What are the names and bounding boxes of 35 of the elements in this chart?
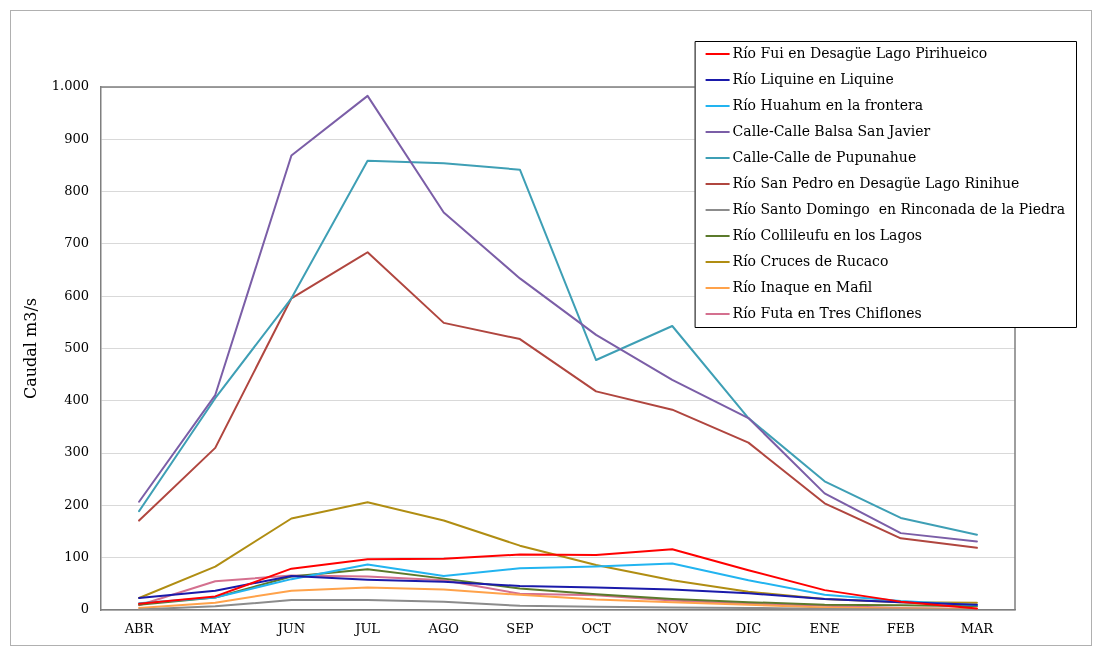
- y-tick-label: 1.000: [51, 78, 89, 94]
- y-tick-label: 800: [64, 182, 89, 198]
- x-tick-label: JUN: [275, 621, 306, 637]
- x-tick-label: SEP: [506, 621, 534, 637]
- y-tick-label: 600: [64, 287, 89, 303]
- x-tick-label: MAY: [199, 621, 232, 637]
- y-tick-label: 100: [64, 549, 89, 565]
- x-tick-label: MAR: [960, 621, 995, 637]
- legend-label: Río Huahum en la frontera: [732, 96, 924, 113]
- legend-label: Río Liquine en Liquine: [732, 70, 894, 87]
- legend-label: Río Futa en Tres Chiflones: [732, 304, 922, 321]
- y-axis-title: Caudal m3/s: [20, 297, 40, 400]
- legend-label: Río Collileufu en los Lagos: [732, 226, 923, 243]
- y-tick-label: 900: [64, 130, 89, 146]
- x-tick-label: AGO: [427, 621, 459, 637]
- legend-label: Calle-Calle Balsa San Javier: [732, 122, 931, 139]
- legend-label: Río Santo Domingo en Rinconada de la Piedra: [732, 200, 1065, 217]
- y-tick-label: 0: [80, 601, 89, 617]
- y-tick-label: 700: [64, 235, 89, 251]
- y-tick-label: 500: [64, 339, 89, 355]
- legend-label: Río San Pedro en Desagüe Lago Rinihue: [732, 174, 1020, 191]
- x-tick-label: OCT: [581, 621, 612, 637]
- y-tick-label: 200: [64, 496, 89, 512]
- x-tick-label: NOV: [656, 621, 689, 637]
- x-tick-label: DIC: [735, 621, 762, 637]
- x-tick-label: ABR: [123, 621, 155, 637]
- y-tick-label: 300: [64, 444, 89, 460]
- x-tick-label: FEB: [886, 621, 915, 637]
- legend-label: Río Inaque en Mafil: [732, 278, 873, 295]
- x-tick-label: ENE: [809, 621, 840, 637]
- legend-label: Río Cruces de Rucaco: [732, 252, 889, 269]
- legend-label: Calle-Calle de Pupunahue: [732, 148, 917, 165]
- y-tick-label: 400: [64, 392, 89, 408]
- legend-label: Río Fui en Desagüe Lago Pirihueico: [732, 44, 988, 61]
- x-tick-label: JUL: [353, 621, 381, 637]
